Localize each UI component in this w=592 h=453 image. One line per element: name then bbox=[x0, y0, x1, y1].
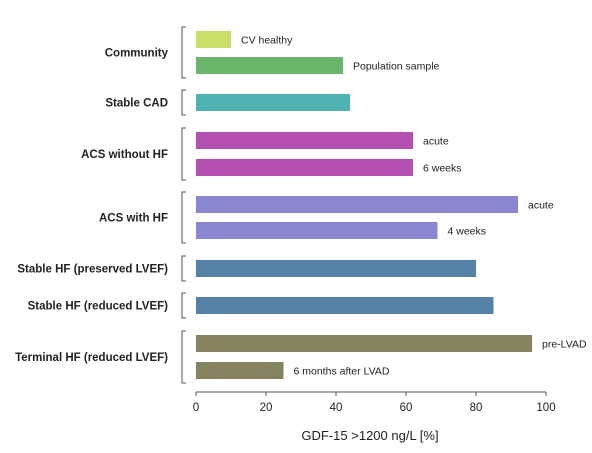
bar bbox=[196, 362, 284, 379]
group-bracket bbox=[181, 292, 186, 319]
bar-label: acute bbox=[528, 200, 554, 212]
group-label: ACS with HF bbox=[99, 213, 168, 225]
x-tick-label: 40 bbox=[330, 402, 343, 414]
group-label: Stable HF (preserved LVEF) bbox=[17, 264, 168, 276]
bar-label: 6 months after LVAD bbox=[294, 366, 390, 378]
x-tick-label: 0 bbox=[193, 402, 199, 414]
group-bracket bbox=[181, 191, 186, 244]
group-label: Terminal HF (reduced LVEF) bbox=[15, 352, 168, 364]
x-tick-label: 80 bbox=[470, 402, 483, 414]
x-tick-label: 60 bbox=[400, 402, 413, 414]
group-label: Stable HF (reduced LVEF) bbox=[28, 301, 169, 313]
group-bracket bbox=[181, 127, 186, 181]
bar-label: Population sample bbox=[353, 61, 440, 73]
bar bbox=[196, 159, 413, 176]
group-bracket bbox=[181, 89, 186, 116]
group-label: Community bbox=[105, 48, 169, 60]
group-bracket bbox=[181, 330, 186, 384]
bar bbox=[196, 260, 476, 277]
bar-label: pre-LVAD bbox=[542, 339, 587, 351]
bar-label: 4 weeks bbox=[448, 226, 487, 238]
labels: Community CV healthy Population sample Stab… bbox=[15, 35, 587, 378]
axes: 0 20 40 60 80 100 bbox=[181, 26, 556, 414]
x-tick-label: 20 bbox=[260, 402, 273, 414]
x-axis-title: GDF-15 >1200 ng/L [%] bbox=[301, 428, 438, 443]
bar bbox=[196, 94, 350, 111]
bar bbox=[196, 297, 494, 314]
group-label: ACS without HF bbox=[81, 149, 168, 161]
bar bbox=[196, 31, 231, 48]
bar-label: 6 weeks bbox=[423, 163, 462, 175]
bar bbox=[196, 57, 343, 74]
bar bbox=[196, 222, 438, 239]
group-label: Stable CAD bbox=[105, 98, 168, 110]
group-bracket bbox=[181, 255, 186, 282]
bar-label: CV healthy bbox=[241, 35, 293, 47]
group-bracket bbox=[181, 26, 186, 79]
bar bbox=[196, 335, 532, 352]
bars bbox=[196, 31, 532, 379]
x-tick-label: 100 bbox=[536, 402, 555, 414]
bar bbox=[196, 196, 518, 213]
bar bbox=[196, 132, 413, 149]
bar-label: acute bbox=[423, 136, 449, 148]
